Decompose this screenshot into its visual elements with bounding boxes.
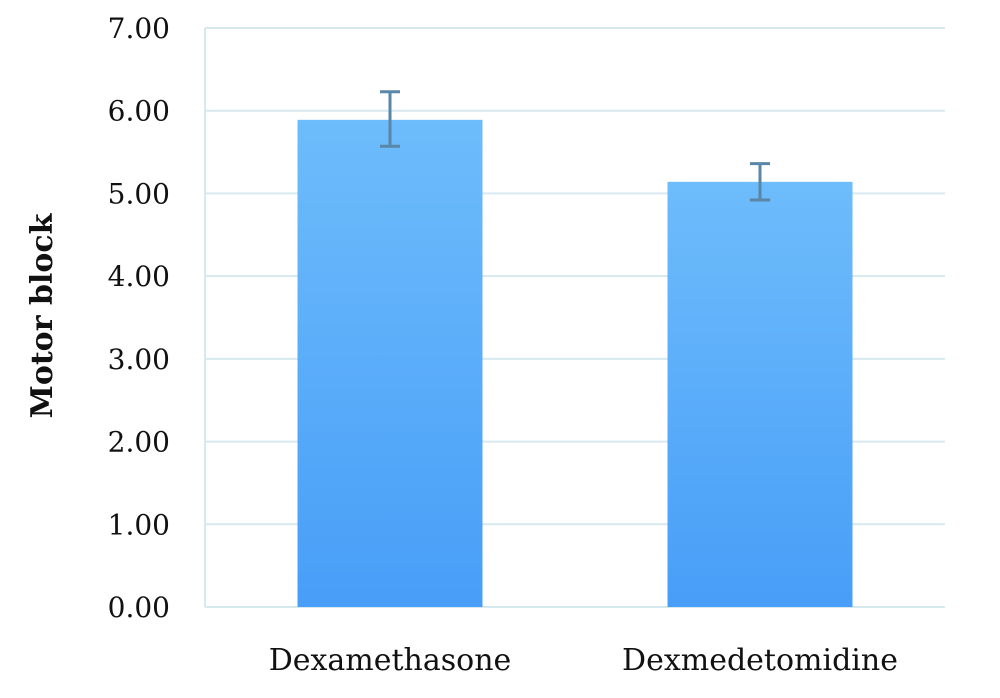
error-bar-dexamethasone — [380, 90, 400, 148]
y-axis-title: Motor block — [25, 212, 60, 418]
bar-dexmedetomidine — [667, 181, 853, 607]
x-category-label: Dexmedetomidine — [622, 643, 898, 678]
bars — [297, 119, 853, 607]
y-tick-label: 5.00 — [108, 177, 170, 210]
bar-dexamethasone — [297, 119, 483, 607]
y-tick-label: 4.00 — [108, 260, 170, 293]
labels: 0.00 1.00 2.00 3.00 4.00 5.00 6.00 7.00 Dexameth… — [108, 12, 898, 678]
error-bar-dexmedetomidine — [750, 162, 770, 202]
x-category-label: Dexamethasone — [269, 643, 512, 678]
error-bars — [380, 90, 770, 202]
y-tick-label: 1.00 — [108, 508, 170, 541]
y-tick-label: 6.00 — [108, 95, 170, 128]
y-tick-label: 0.00 — [108, 591, 170, 624]
y-tick-label: 2.00 — [108, 426, 170, 459]
y-tick-label: 3.00 — [108, 343, 170, 376]
y-tick-label: 7.00 — [108, 12, 170, 45]
